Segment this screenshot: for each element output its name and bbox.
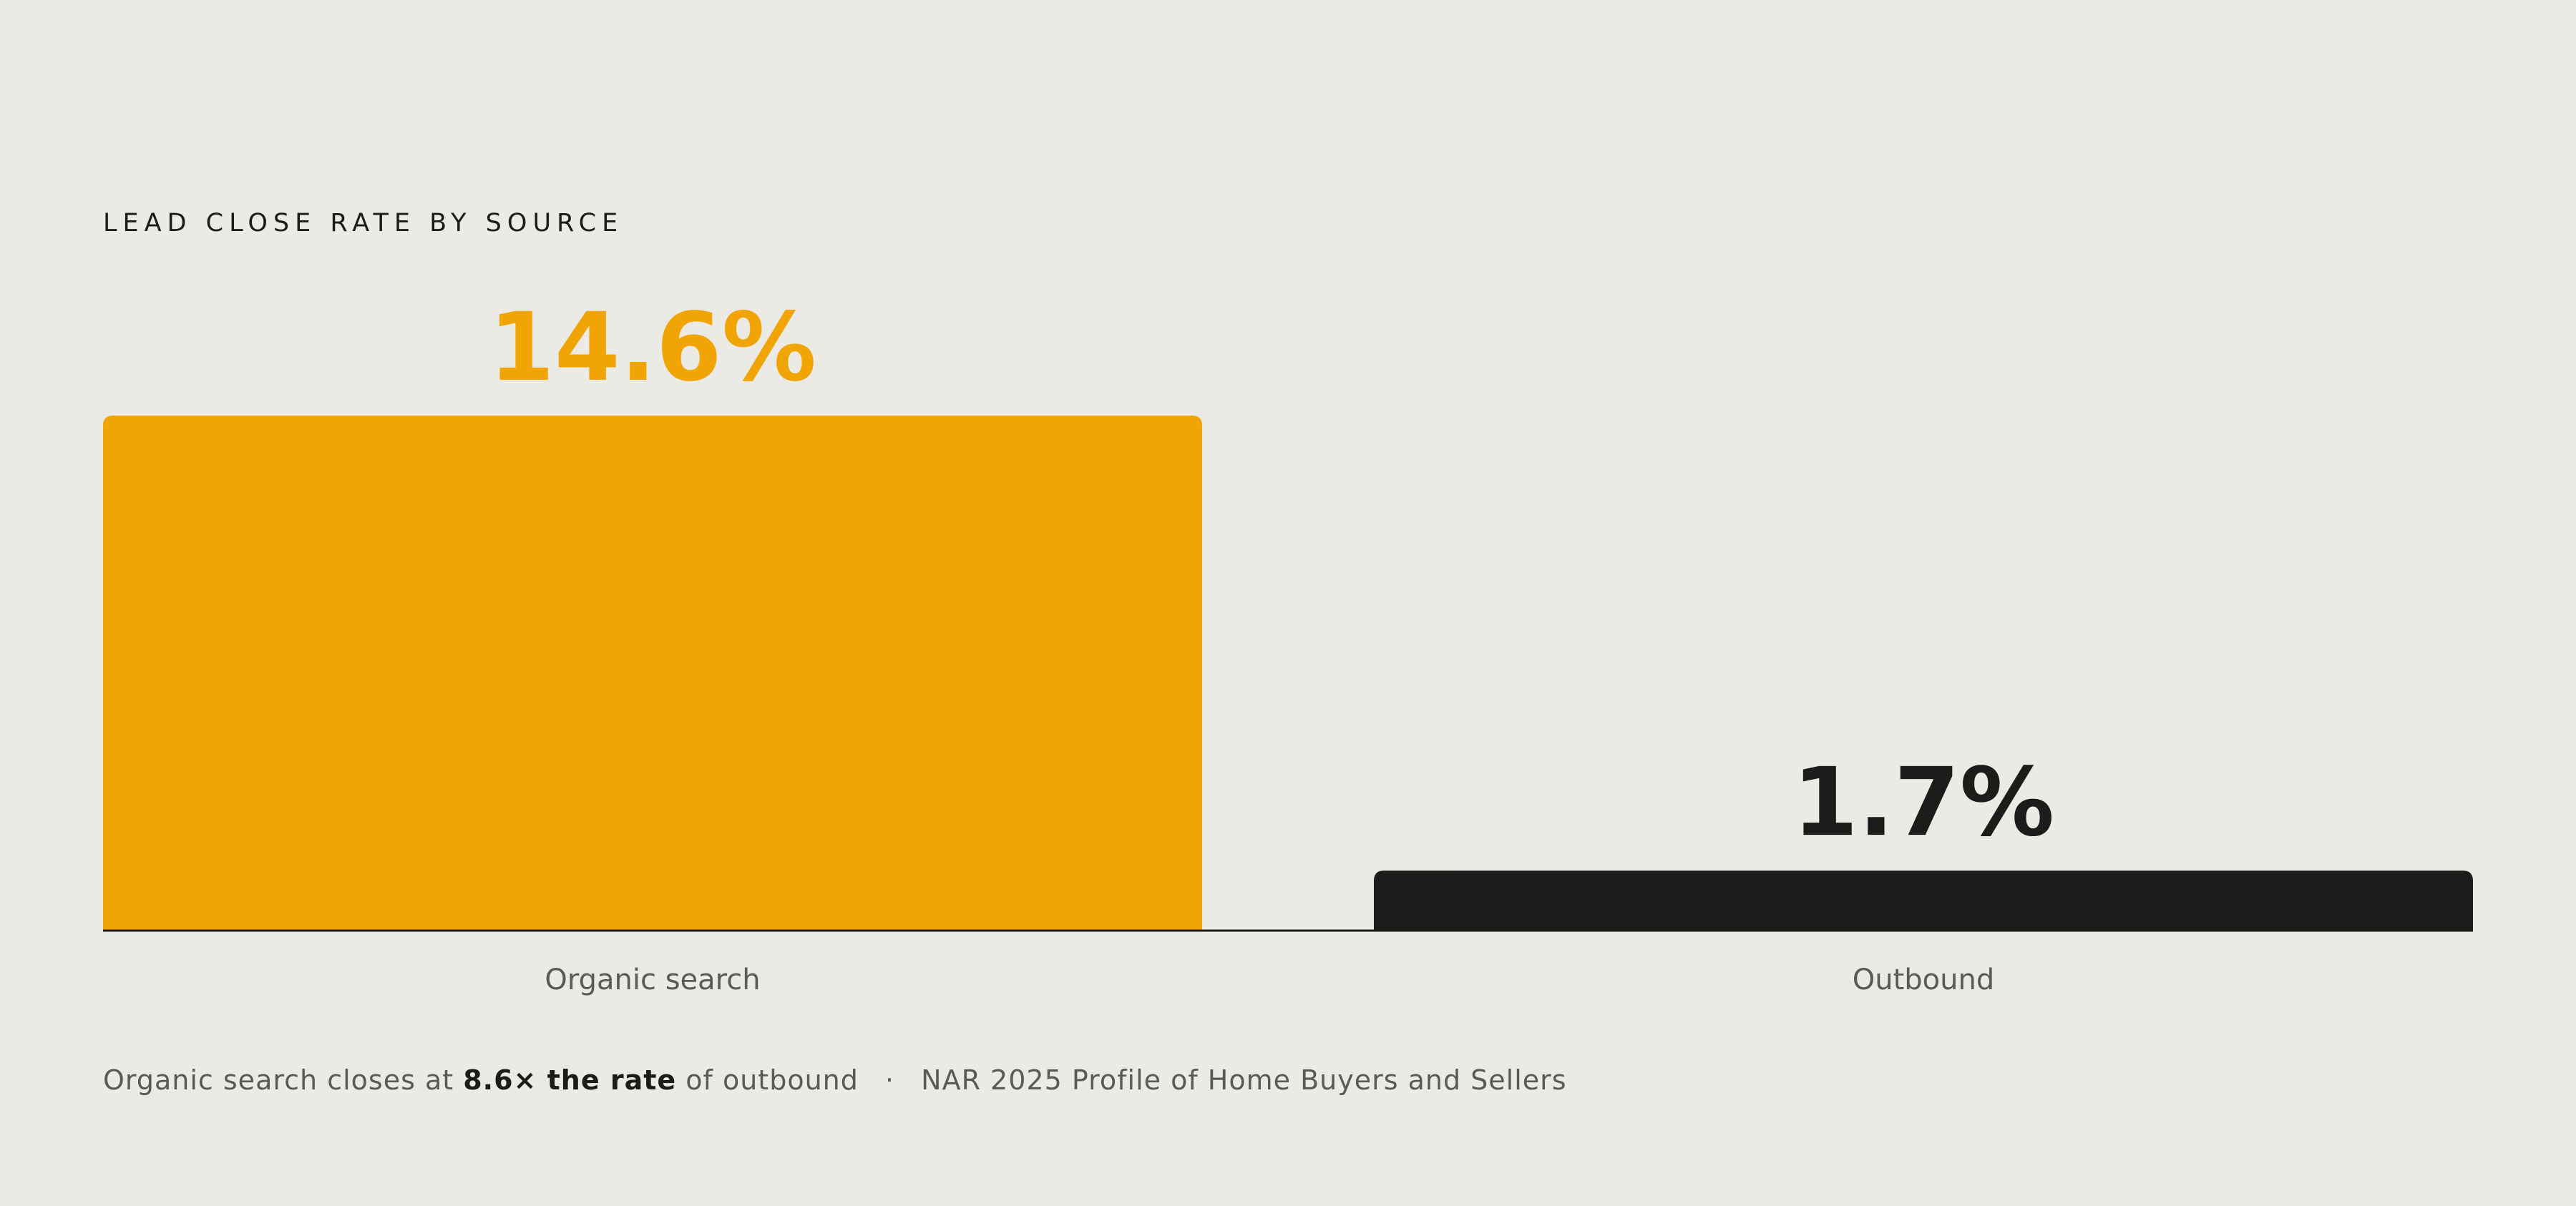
caption-separator: · <box>884 1064 895 1096</box>
bars-layer <box>103 416 2473 931</box>
value-label-outbound: 1.7% <box>1792 747 2054 858</box>
bar-outbound <box>1374 871 2473 931</box>
chart-title: LEAD CLOSE RATE BY SOURCE <box>103 209 624 237</box>
value-label-organic-search: 14.6% <box>489 293 816 403</box>
chart-caption: Organic search closes at 8.6× the rate o… <box>103 1064 1567 1096</box>
caption-emphasis: 8.6× the rate <box>463 1064 677 1096</box>
category-label-organic-search: Organic search <box>545 964 760 996</box>
caption-tail: of outbound <box>686 1064 859 1096</box>
bar-organic-search <box>103 416 1202 931</box>
labels-layer: 14.6% Organic search 1.7% Outbound <box>489 293 2054 996</box>
category-label-outbound: Outbound <box>1853 964 1994 996</box>
caption-source: NAR 2025 Profile of Home Buyers and Sell… <box>921 1064 1567 1096</box>
caption-lead: Organic search closes at <box>103 1064 454 1096</box>
